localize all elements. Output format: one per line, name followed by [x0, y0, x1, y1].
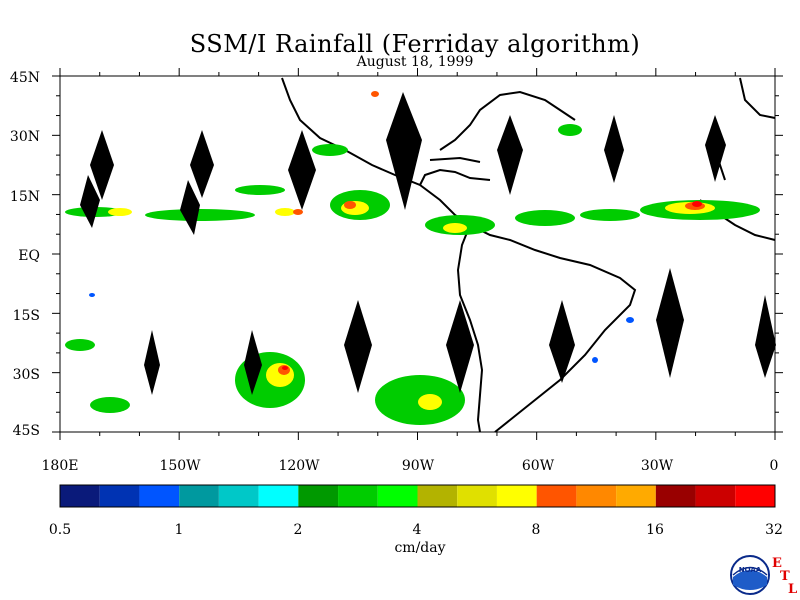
colorbar-label-0-5: 0.5 [48, 522, 72, 538]
lat-label-45n: 45N [9, 70, 40, 86]
colorbar-swatch [99, 485, 140, 507]
colorbar-swatch [258, 485, 299, 507]
colorbar-swatch [179, 485, 219, 507]
colorbar-swatch [298, 485, 339, 507]
colorbar-swatch [457, 485, 497, 507]
lat-label-15n: 15N [9, 189, 40, 205]
lon-label-0: 0 [769, 458, 779, 474]
lat-label-30n: 30N [9, 129, 40, 145]
lat-label-30s: 30S [12, 367, 40, 383]
lon-label-60w: 60W [521, 458, 555, 474]
lon-label-120w: 120W [278, 458, 320, 474]
map-ticks [52, 68, 783, 440]
noaa-logo: NOAA [730, 555, 770, 595]
noaa-logo-text: NOAA [739, 566, 762, 574]
colorbar-label-2: 2 [293, 522, 303, 538]
colorbar-swatch [655, 485, 696, 507]
colorbar-frame [59, 484, 776, 508]
colorbar [59, 484, 776, 508]
lon-label-180e: 180E [41, 458, 79, 474]
etl-letter-t: T [780, 569, 790, 584]
colorbar-label-1: 1 [174, 522, 184, 538]
colorbar-swatch [695, 485, 736, 507]
etl-letter-e: E [772, 556, 782, 571]
chart-title: SSM/I Rainfall (Ferriday algorithm) [189, 30, 641, 58]
colorbar-swatch [60, 485, 100, 507]
colorbar-swatch [536, 485, 577, 507]
colorbar-label-8: 8 [531, 522, 541, 538]
colorbar-label-4: 4 [412, 522, 422, 538]
data-gaps [80, 92, 776, 395]
lat-label-eq: EQ [18, 248, 40, 264]
colorbar-label-32: 32 [765, 522, 783, 538]
lon-label-150w: 150W [159, 458, 201, 474]
colorbar-swatch [735, 485, 775, 507]
colorbar-swatch [576, 485, 617, 507]
colorbar-label-16: 16 [646, 522, 664, 538]
colorbar-swatch [338, 485, 378, 507]
colorbar-units: cm/day [394, 540, 446, 556]
colorbar-swatch [218, 485, 259, 507]
colorbar-swatch [139, 485, 180, 507]
colorbar-swatch [377, 485, 418, 507]
lon-label-90w: 90W [401, 458, 435, 474]
etl-letter-l: L [788, 582, 798, 597]
lat-label-15s: 15S [12, 308, 40, 324]
lat-label-45s: 45S [12, 423, 40, 439]
colorbar-swatch [417, 485, 458, 507]
chart-subtitle: August 18, 1999 [356, 54, 474, 70]
colorbar-swatch [616, 485, 656, 507]
lon-label-30w: 30W [640, 458, 674, 474]
colorbar-swatch [496, 485, 537, 507]
